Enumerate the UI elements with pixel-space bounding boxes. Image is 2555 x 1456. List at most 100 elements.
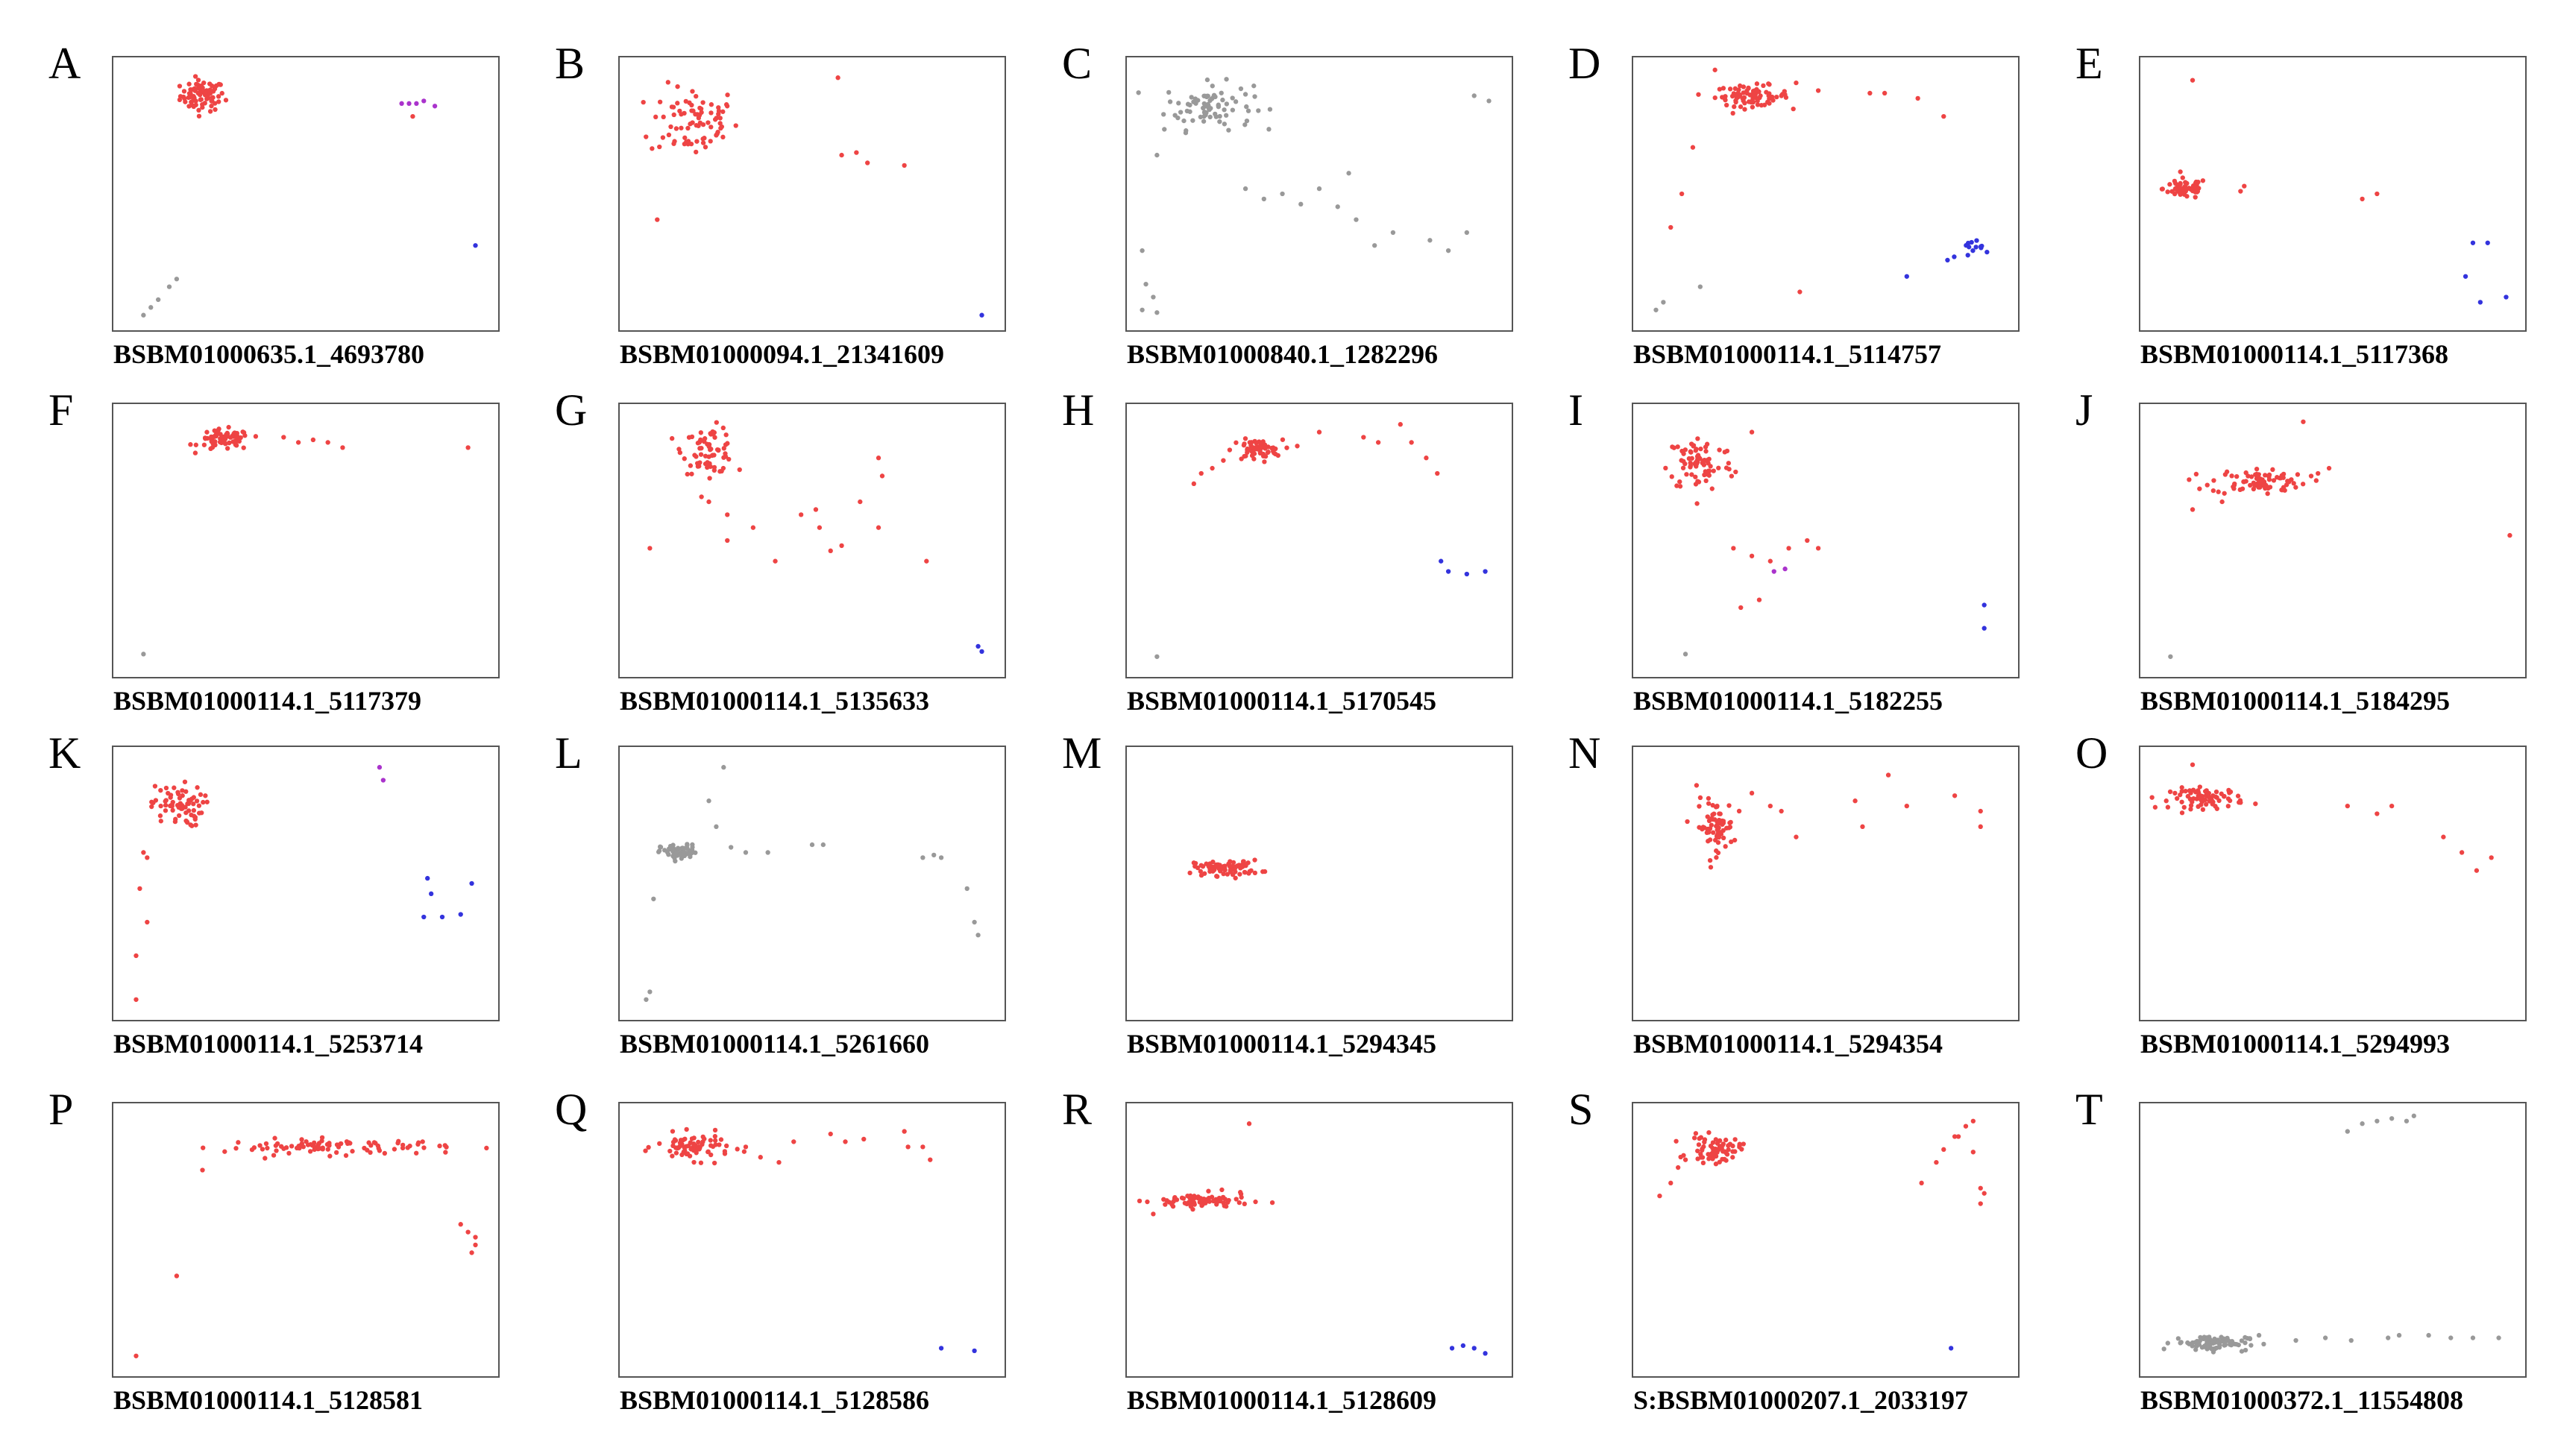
data-point <box>675 101 680 106</box>
data-point <box>1694 447 1699 452</box>
data-point <box>2295 472 2301 477</box>
data-point <box>210 95 216 100</box>
data-point <box>1201 114 1207 119</box>
data-point <box>1709 1152 1715 1158</box>
data-point <box>1712 837 1718 843</box>
data-point <box>718 1137 724 1142</box>
data-point <box>1398 422 1403 427</box>
data-point <box>2448 1335 2454 1340</box>
data-point <box>1675 444 1680 450</box>
data-point <box>1700 1160 1706 1165</box>
data-point <box>1230 107 1236 113</box>
data-point <box>198 83 204 89</box>
data-point <box>688 1147 694 1152</box>
data-point <box>201 799 206 805</box>
data-point <box>1172 113 1178 118</box>
data-point <box>2243 1340 2248 1346</box>
data-point <box>2496 1335 2501 1340</box>
data-point <box>2209 1346 2214 1352</box>
data-point <box>2222 793 2227 799</box>
data-point <box>679 1141 685 1147</box>
data-point <box>1192 1202 1197 1207</box>
data-point <box>1242 122 1248 127</box>
data-point <box>265 1145 270 1151</box>
panel-caption: BSBM01000840.1_1282296 <box>1127 339 1439 369</box>
data-point <box>2182 183 2188 189</box>
data-point <box>1191 481 1197 486</box>
data-point <box>1708 865 1714 870</box>
data-point <box>1375 440 1381 445</box>
data-point <box>1794 80 1799 86</box>
data-point <box>1815 546 1821 551</box>
data-point <box>1774 94 1779 100</box>
data-point <box>1140 307 1145 312</box>
data-point <box>669 435 675 441</box>
data-point <box>2203 801 2209 807</box>
scatter-plot <box>133 1135 489 1358</box>
data-point <box>743 850 749 855</box>
data-point <box>1702 1139 1707 1145</box>
data-point <box>182 779 188 784</box>
data-point <box>278 1144 284 1149</box>
data-point <box>1252 857 1257 863</box>
data-point <box>1464 571 1470 577</box>
data-point <box>1221 871 1226 877</box>
data-point <box>2375 811 2380 816</box>
data-point <box>675 84 680 89</box>
data-point <box>2210 488 2216 494</box>
data-point <box>2163 798 2169 804</box>
data-point <box>1705 472 1710 477</box>
data-point <box>1741 90 1746 95</box>
panel-letter: L <box>555 728 582 778</box>
data-point <box>191 801 196 807</box>
data-point <box>2239 1338 2245 1343</box>
data-point <box>1715 850 1721 856</box>
data-point <box>737 467 742 473</box>
data-point <box>715 129 720 135</box>
data-point <box>1223 113 1229 118</box>
data-point <box>2404 1118 2410 1123</box>
data-point <box>1435 470 1440 476</box>
data-point <box>1256 108 1261 113</box>
data-point <box>1244 104 1249 110</box>
panel-letter: T <box>2075 1085 2103 1134</box>
data-point <box>1681 451 1686 456</box>
data-point <box>972 919 977 925</box>
data-point <box>1915 95 1920 101</box>
data-point <box>673 1150 679 1156</box>
data-point <box>414 101 419 106</box>
data-point <box>720 425 726 431</box>
data-point <box>2219 499 2225 505</box>
data-point <box>2463 274 2468 279</box>
data-point <box>1249 453 1255 458</box>
data-point <box>686 1143 691 1149</box>
data-point <box>2459 850 2465 855</box>
plot-area <box>1125 1102 1513 1378</box>
data-point <box>776 1159 782 1165</box>
plot-area <box>618 56 1006 332</box>
data-point <box>1688 450 1694 455</box>
panel-caption: BSBM01000114.1_5128581 <box>113 1385 424 1415</box>
data-point <box>141 652 146 657</box>
data-point <box>200 1167 205 1173</box>
data-point <box>312 1147 317 1153</box>
data-point <box>2301 419 2306 424</box>
data-point <box>2237 798 2243 803</box>
data-point <box>469 880 474 886</box>
data-point <box>2196 180 2201 185</box>
data-point <box>722 1151 728 1156</box>
data-point <box>696 116 702 121</box>
data-point <box>420 1139 425 1144</box>
data-point <box>1691 444 1696 449</box>
data-point <box>670 1153 675 1159</box>
data-point <box>1221 1200 1226 1206</box>
data-point <box>2234 1342 2240 1347</box>
data-point <box>1731 91 1737 96</box>
data-point <box>2167 789 2173 795</box>
data-point <box>1244 119 1250 124</box>
data-point <box>698 430 703 435</box>
data-point <box>2221 1336 2226 1341</box>
panel-caption: BSBM01000114.1_5170545 <box>1127 686 1437 716</box>
data-point <box>186 798 192 803</box>
data-point <box>1678 1154 1683 1160</box>
